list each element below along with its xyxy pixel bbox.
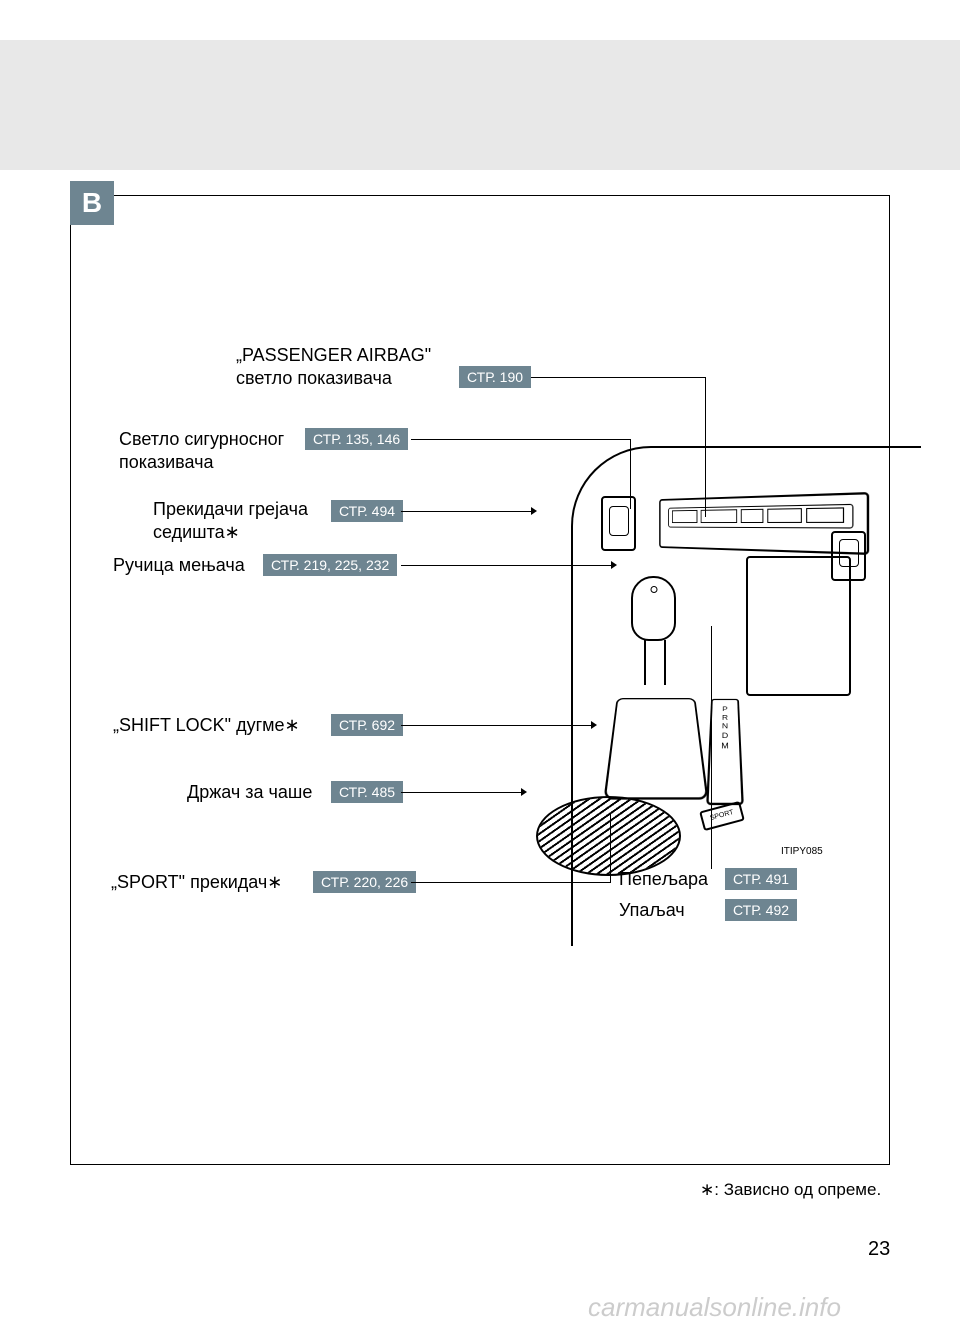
center-console-diagram: P R N D M SPORT ITIPY085 (501, 456, 871, 856)
left-dial (601, 496, 636, 551)
cup-holder (536, 796, 681, 876)
label-passenger-airbag: „PASSENGER AIRBAG" светло показивача (236, 344, 431, 391)
dash-seg (672, 510, 697, 523)
page-number: 23 (868, 1238, 890, 1261)
diagram-code: ITIPY085 (781, 846, 823, 857)
dash-seg (806, 507, 844, 523)
page-ref-sport-switch: СТР. 220, 226 (313, 871, 416, 893)
text-line: Прекидачи грејача (153, 499, 308, 519)
dash-seg-airbag (701, 509, 737, 523)
page-ref-passenger-airbag: СТР. 190 (459, 366, 531, 388)
page: B „PASSENGER AIRBAG" светло показивача С… (0, 0, 960, 1337)
cup-holder-fins (538, 798, 679, 874)
page-ref-seat-heater: СТР. 494 (331, 500, 403, 522)
text-line: седишта∗ (153, 522, 240, 542)
watermark-text: carmanualsonline.info (588, 1292, 841, 1323)
shift-boot (603, 698, 708, 800)
header-band (0, 40, 960, 170)
section-letter-badge: B (70, 181, 114, 225)
page-ref-cup-holder: СТР. 485 (331, 781, 403, 803)
label-seat-heater: Прекидачи грејача седишта∗ (153, 498, 308, 545)
label-sport-switch: „SPORT" прекидач∗ (111, 871, 282, 894)
text-line: светло показивача (236, 368, 392, 388)
label-cup-holder: Држач за чаше (187, 781, 312, 804)
ashtray-area (746, 556, 851, 696)
text-line: показивача (119, 452, 214, 472)
page-ref-security-light: СТР. 135, 146 (305, 428, 408, 450)
leader-line (411, 439, 631, 440)
text-line: Светло сигурносног (119, 429, 284, 449)
leader-line (531, 377, 706, 378)
label-shift-lever: Ручица мењача (113, 554, 245, 577)
shift-panel: P R N D M (706, 699, 744, 805)
label-shift-lock: „SHIFT LOCK" дугме∗ (113, 714, 300, 737)
footnote-text: ∗: Зависно од опреме. (700, 1180, 881, 1200)
content-frame: B „PASSENGER AIRBAG" светло показивача С… (70, 195, 890, 1165)
dash-inner (668, 504, 853, 529)
label-security-light: Светло сигурносног показивача (119, 428, 284, 475)
gear-knob (631, 576, 676, 641)
text-line: „PASSENGER AIRBAG" (236, 345, 431, 365)
gear-shaft (644, 640, 666, 685)
dash-seg (741, 509, 764, 523)
page-ref-shift-lever: СТР. 219, 225, 232 (263, 554, 397, 576)
page-ref-shift-lock: СТР. 692 (331, 714, 403, 736)
dash-seg (767, 508, 802, 523)
